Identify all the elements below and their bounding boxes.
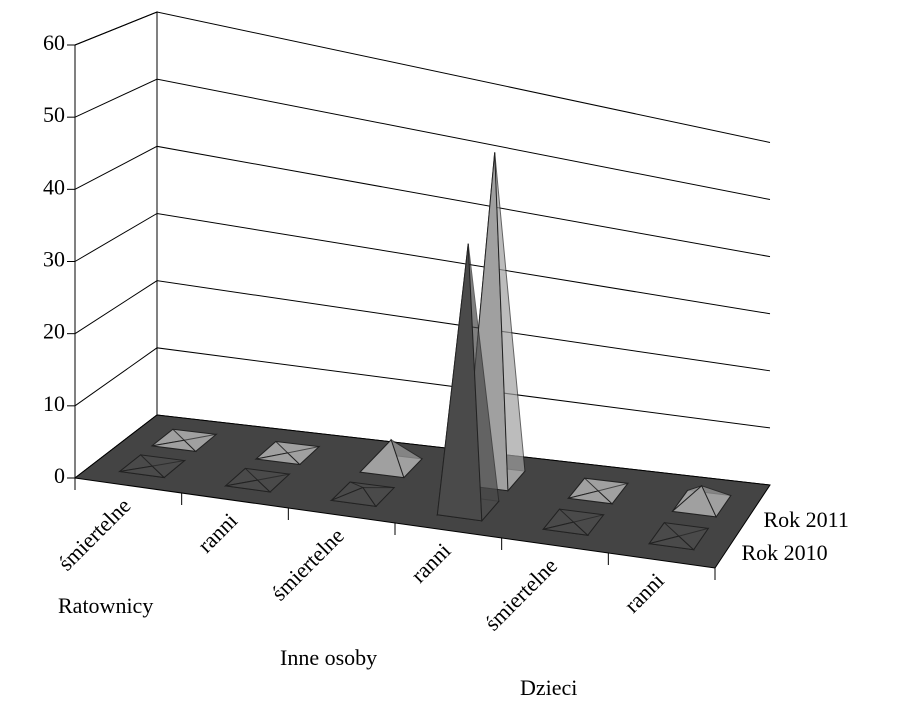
y-tick-label: 0 <box>54 463 65 488</box>
x-tick-label: ranni <box>406 538 456 588</box>
series-label: Rok 2011 <box>764 507 849 532</box>
grid-line <box>74 347 771 429</box>
pyramid <box>359 438 424 479</box>
pyramid <box>671 484 732 518</box>
pyramid <box>223 467 291 493</box>
y-tick-label: 10 <box>43 391 65 416</box>
y-tick-label: 50 <box>43 102 65 127</box>
pyramid <box>541 508 605 537</box>
back-wall <box>157 12 770 485</box>
series-label: Rok 2010 <box>742 540 828 565</box>
x-tick-label: ranni <box>619 568 669 618</box>
pyramid-face <box>361 486 396 508</box>
grid-line <box>74 280 771 372</box>
group-label: Inne osoby <box>280 645 377 670</box>
pyramid-face <box>597 482 630 505</box>
y-tick-label: 20 <box>43 319 65 344</box>
grid-line <box>74 212 771 315</box>
y-tick-label: 30 <box>43 247 65 272</box>
y-tick-label: 40 <box>43 174 65 199</box>
pyramid-face <box>151 459 187 479</box>
group-label: Ratownicy <box>58 593 153 618</box>
x-tick-label: ranni <box>192 508 242 558</box>
grid-line <box>74 11 771 143</box>
pyramid <box>647 521 710 551</box>
x-tick-label: śmiertelne <box>480 553 562 635</box>
grid-line <box>74 145 771 258</box>
x-tick-label: śmiertelne <box>53 493 135 575</box>
pyramid-face <box>677 527 710 551</box>
pyramid <box>117 454 187 479</box>
pyramid-face <box>494 152 526 492</box>
pyramid-face <box>467 243 500 523</box>
pyramid <box>254 440 321 466</box>
group-label: Dzieci <box>520 675 577 700</box>
left-wall <box>74 11 158 480</box>
grid-line <box>74 78 771 201</box>
y-tick-label: 60 <box>43 30 65 55</box>
pyramid-face <box>256 473 291 493</box>
pyramid <box>567 477 630 505</box>
pyramid <box>150 428 218 453</box>
pyramid-face <box>390 438 423 479</box>
pyramid-face <box>700 484 732 518</box>
pyramid-face <box>183 433 218 453</box>
x-tick-label: śmiertelne <box>266 523 348 605</box>
pyramid <box>329 481 396 508</box>
pyramid-face <box>286 445 321 466</box>
pyramid-face <box>572 513 605 537</box>
pyramid <box>436 243 500 523</box>
